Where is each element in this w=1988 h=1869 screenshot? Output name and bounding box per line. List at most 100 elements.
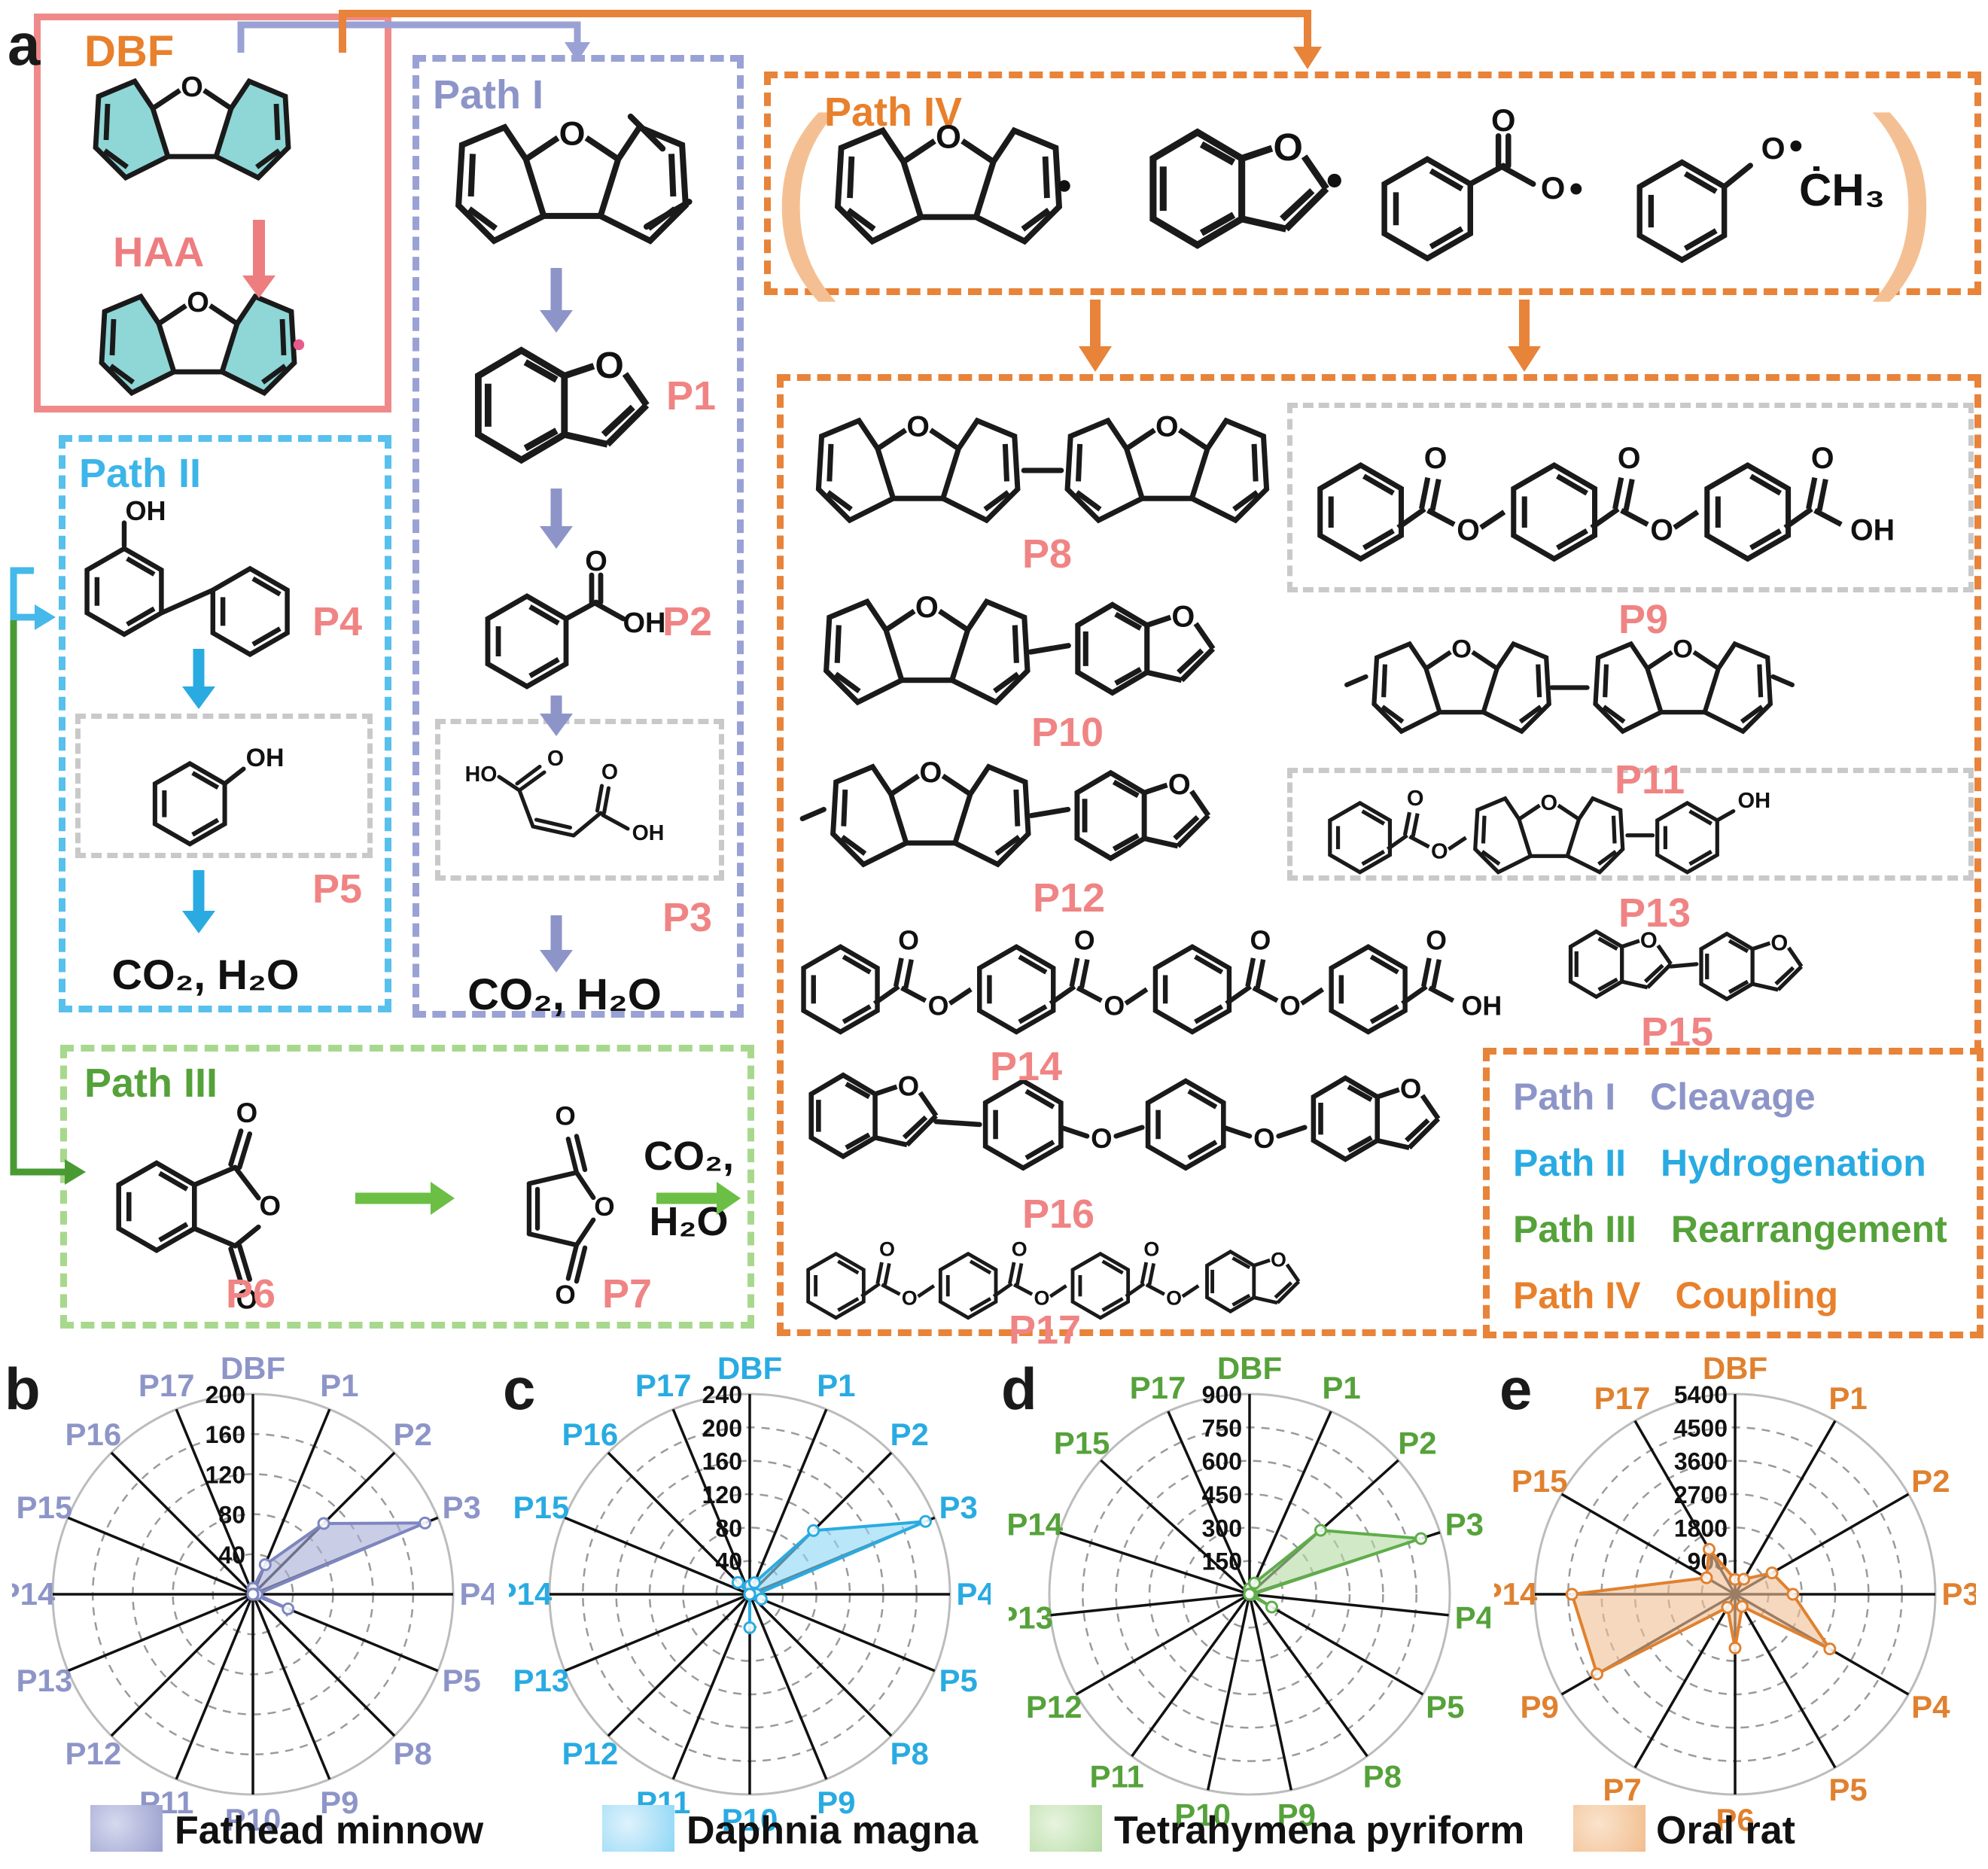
svg-text:900: 900 [1202, 1381, 1242, 1408]
p5-label: P5 [312, 866, 363, 912]
svg-text:P13: P13 [513, 1663, 569, 1698]
svg-text:HO: HO [465, 763, 498, 787]
path1-sink: CO₂, H₂O [467, 970, 662, 1019]
haa-label: HAA [113, 228, 205, 275]
molecule-p8 [809, 400, 1276, 540]
svg-text:DBF: DBF [1217, 1353, 1282, 1386]
path3-title: Path III [84, 1061, 218, 1106]
p6-label: P6 [226, 1271, 276, 1317]
svg-text:120: 120 [702, 1481, 742, 1508]
svg-text:O: O [555, 1102, 575, 1131]
legend-path1-mechanism: Cleavage [1650, 1076, 1816, 1118]
p3-gray-box [435, 719, 724, 881]
p11-label: P11 [1615, 757, 1685, 802]
legend-swatch-daphnia-magna [602, 1805, 674, 1852]
svg-text:P10: P10 [722, 1802, 778, 1835]
legend-path4-mechanism: Coupling [1675, 1274, 1839, 1317]
svg-text:120: 120 [205, 1461, 245, 1488]
svg-text:160: 160 [702, 1448, 742, 1475]
legend-label-oral-rat: Oral rat [1656, 1809, 1795, 1852]
svg-text:P7: P7 [1603, 1772, 1641, 1807]
radar-chart-fathead-minnow: DBFP1P2P3P4P5P8P9P10P11P12P13P14P15P16P1… [0, 1350, 498, 1839]
molecule-benzoyloxy-radical: O O [1378, 102, 1582, 265]
svg-text:P15: P15 [1054, 1425, 1110, 1460]
svg-text:P2: P2 [1398, 1425, 1436, 1460]
legend-label-tetrahymena: Tetrahymena pyriform [1114, 1809, 1525, 1852]
svg-text:O: O [236, 1283, 258, 1314]
legend-path3-name: Path III [1513, 1208, 1636, 1250]
svg-text:P9: P9 [1277, 1797, 1316, 1832]
legend-label-daphnia-magna: Daphnia magna [687, 1809, 979, 1852]
svg-text:P6: P6 [1716, 1802, 1754, 1835]
svg-text:P1: P1 [817, 1368, 855, 1403]
svg-text:P15: P15 [513, 1490, 569, 1525]
svg-text:160: 160 [205, 1421, 245, 1448]
molecule-p2-benzoic-acid: O OH [482, 546, 666, 693]
svg-text:O: O [547, 747, 564, 771]
arrow-path1-2 [540, 489, 573, 549]
svg-text:P4: P4 [956, 1576, 991, 1612]
svg-text:P12: P12 [1026, 1689, 1082, 1724]
svg-text:P5: P5 [1426, 1689, 1464, 1724]
arrow-path2-1 [182, 649, 215, 709]
molecule-p15 [1566, 920, 1837, 1015]
legend-label-fathead-minnow: Fathead minnow [175, 1809, 484, 1852]
svg-text:OH: OH [1738, 789, 1771, 813]
arrow-radicals-to-products-right [1508, 346, 1541, 372]
molecule-p5-phenol: OH [147, 744, 284, 852]
p17-label: P17 [1009, 1307, 1082, 1353]
arrow-path3-1 [355, 1182, 455, 1215]
svg-text:P2: P2 [393, 1417, 431, 1452]
path3-box [60, 1045, 754, 1329]
arrow-haa [242, 220, 276, 298]
panel-b-letter: b [5, 1356, 41, 1422]
panel-d-letter: d [1001, 1356, 1037, 1422]
svg-text:P12: P12 [65, 1736, 122, 1771]
svg-text:P5: P5 [1828, 1772, 1867, 1807]
arrow-path1-4 [540, 915, 573, 973]
panel-c-letter: c [503, 1356, 536, 1422]
dbf-title: DBF [84, 27, 175, 76]
path4-radicals-box [764, 72, 1981, 295]
svg-text:O: O [601, 760, 618, 784]
molecule-dbf-radical [87, 285, 305, 405]
svg-text:P3: P3 [939, 1490, 977, 1525]
radar-chart-oral-rat: DBFP1P2P3P4P5P6P7P9P14P15P17900180027003… [1481, 1350, 1980, 1839]
p3-label: P3 [662, 895, 713, 940]
svg-text:P2: P2 [1911, 1463, 1950, 1499]
arrow-radicals-to-products-left [1079, 346, 1112, 372]
svg-text:200: 200 [205, 1381, 245, 1408]
svg-text:P5: P5 [442, 1663, 480, 1698]
methyl-radical-label: ĊH₃ [1799, 165, 1886, 215]
svg-text:P14: P14 [509, 1576, 553, 1612]
svg-text:3600: 3600 [1674, 1448, 1728, 1475]
svg-text:P14: P14 [1009, 1506, 1064, 1542]
svg-text:P3: P3 [1445, 1506, 1484, 1542]
path1-title: Path I [433, 72, 544, 117]
molecule-p11 [1344, 625, 1795, 750]
legend-path3: Path III Rearrangement [1513, 1207, 1947, 1251]
svg-text:P9: P9 [1521, 1689, 1559, 1724]
svg-text:P17: P17 [1594, 1380, 1651, 1416]
p2-label: P2 [662, 599, 713, 644]
molecule-p7-maleic-anhydride: O O O [526, 1102, 615, 1310]
arrow-path1-1 [540, 268, 573, 333]
svg-text:P4: P4 [459, 1576, 494, 1612]
svg-text:P11: P11 [1089, 1759, 1143, 1794]
molecule-p16: O O [805, 1058, 1453, 1189]
p7-label: P7 [602, 1271, 653, 1317]
svg-text:P17: P17 [139, 1368, 195, 1403]
legend-path4-name: Path IV [1513, 1274, 1641, 1317]
svg-text:P17: P17 [1130, 1370, 1186, 1405]
radar-svg-b: DBFP1P2P3P4P5P8P9P10P11P12P13P14P15P16P1… [0, 1350, 498, 1837]
svg-text:450: 450 [1202, 1481, 1242, 1508]
svg-text:P17: P17 [635, 1368, 692, 1403]
molecule-p9 [1314, 422, 1938, 571]
svg-text:O: O [1091, 1123, 1113, 1154]
svg-text:OH: OH [125, 495, 166, 526]
svg-text:O: O [594, 1192, 614, 1222]
molecule-dbf [87, 69, 297, 190]
svg-text:DBF: DBF [717, 1353, 782, 1386]
molecule-p10 [817, 580, 1238, 721]
